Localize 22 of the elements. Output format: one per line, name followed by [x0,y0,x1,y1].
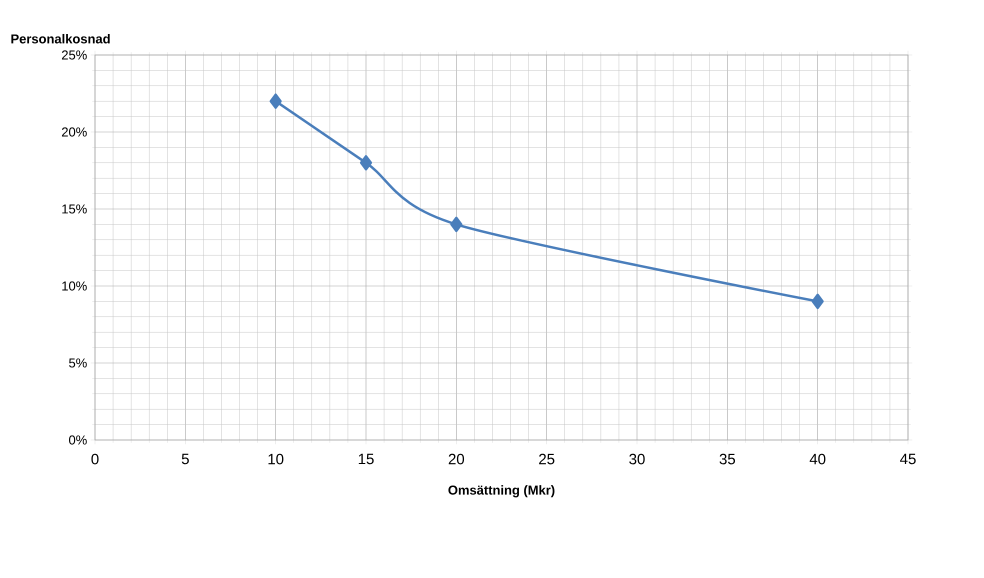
x-tick-label: 40 [810,454,826,464]
y-tick-label: 10% [62,281,87,291]
x-tick-label: 10 [268,454,284,464]
y-tick-label: 0% [69,435,87,445]
point [812,294,824,310]
point [450,216,462,232]
point [270,93,282,109]
x-axis-title: Omsättning (Mkr) [448,485,554,498]
x-tick-label: 45 [900,454,916,464]
y-tick-label: 15% [62,204,87,214]
x-tick-label: 15 [358,454,374,464]
y-tick-label: 20% [62,127,87,137]
x-tick-label: 25 [539,454,554,464]
x-tick-label: 20 [448,454,464,464]
y-axis-title: Personalkosnad [11,34,110,44]
y-tick-label: 5% [69,358,87,368]
x-tick-label: 0 [91,454,99,464]
x-tick-label: 5 [182,454,189,464]
x-tick-label: 30 [629,454,645,464]
x-tick-label: 35 [720,454,736,464]
point [360,155,372,171]
y-tick-label: 25% [62,50,87,60]
